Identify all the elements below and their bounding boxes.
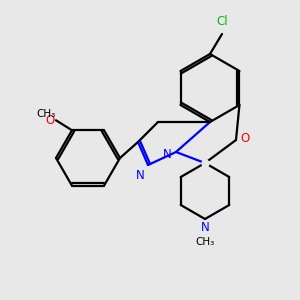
Text: N: N (201, 221, 209, 234)
Text: N: N (136, 169, 145, 182)
Text: O: O (46, 114, 55, 127)
Text: N: N (163, 148, 172, 160)
Text: CH₃: CH₃ (36, 109, 56, 119)
Text: O: O (240, 131, 249, 145)
Text: CH₃: CH₃ (195, 237, 214, 247)
Text: Cl: Cl (216, 15, 228, 28)
